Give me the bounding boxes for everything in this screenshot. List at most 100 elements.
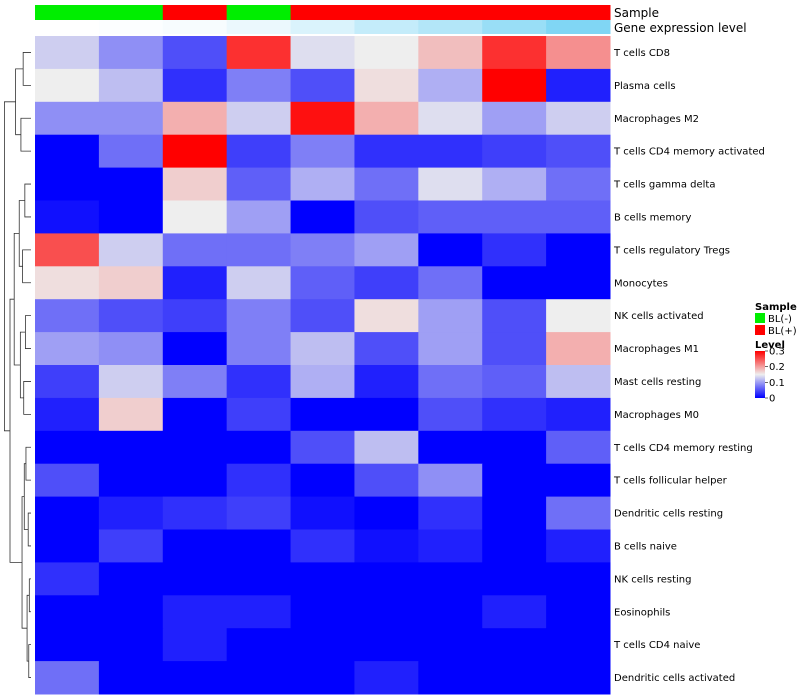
heatmap-cell [226, 68, 292, 103]
heatmap-cell [546, 365, 611, 399]
heatmap-cell [98, 529, 164, 563]
heatmap-cell [162, 463, 228, 498]
heatmap-cell [482, 68, 547, 103]
level-legend-tick-label: 0.1 [769, 378, 785, 389]
expression-annotation-cell [226, 20, 292, 34]
heatmap-cell [354, 562, 419, 596]
heatmap-cell [98, 134, 164, 169]
heatmap-cell [354, 233, 419, 267]
expression-annotation-cell [354, 20, 419, 34]
row-label: T cells CD4 naive [613, 640, 700, 651]
expression-annotation-cell [162, 20, 228, 34]
heatmap-cell [35, 562, 100, 596]
heatmap-cell [98, 628, 164, 662]
heatmap-cell [546, 299, 611, 333]
heatmap-cell [162, 167, 228, 201]
heatmap-cell [226, 595, 292, 629]
heatmap-cell [290, 233, 355, 267]
heatmap-cell [162, 562, 228, 596]
row-label: Macrophages M2 [614, 114, 699, 125]
heatmap-cell [354, 134, 419, 169]
heatmap-cell [98, 562, 164, 596]
sample-legend-label: BL(+) [768, 326, 797, 337]
heatmap-cell [546, 134, 611, 169]
heatmap-cell [546, 167, 611, 201]
heatmap-cell [98, 101, 164, 136]
heatmap-cell [546, 68, 611, 103]
row-label: B cells memory [614, 212, 691, 223]
row-label: B cells naive [614, 541, 677, 552]
heatmap-cell [35, 36, 100, 70]
expression-annotation-cell [546, 20, 611, 34]
heatmap-cell [35, 68, 100, 103]
heatmap-cell [226, 529, 292, 563]
heatmap-cell [290, 365, 355, 399]
heatmap-cell [482, 299, 547, 333]
heatmap-cell [354, 463, 419, 498]
heatmap-cell [354, 332, 419, 366]
heatmap-cell [482, 661, 547, 695]
heatmap-cell [290, 397, 355, 432]
heatmap-cell [226, 332, 292, 366]
expression-annotation-cell [482, 20, 547, 34]
row-label: Dendritic cells resting [614, 509, 723, 520]
heatmap-cell [354, 496, 419, 530]
heatmap-cell [418, 167, 483, 201]
heatmap-cell [482, 266, 547, 300]
heatmap-cell [98, 299, 164, 333]
heatmap-cell [482, 562, 547, 596]
heatmap-cell [354, 167, 419, 201]
heatmap-cell [98, 595, 164, 629]
heatmap-cell [546, 332, 611, 366]
heatmap-cell [35, 661, 100, 695]
heatmap-cell [418, 562, 483, 596]
heatmap-cell [98, 397, 164, 432]
heatmap-cell [418, 430, 483, 465]
heatmap-cell [418, 365, 483, 399]
heatmap-cell [546, 36, 611, 70]
row-label: T cells CD4 memory resting [613, 443, 753, 454]
row-label: T cells regulatory Tregs [613, 245, 730, 256]
heatmap-cell [226, 496, 292, 530]
heatmap-cell [98, 463, 164, 498]
heatmap-cell [162, 661, 228, 695]
heatmap-cell [162, 200, 228, 234]
heatmap-cell [226, 266, 292, 300]
heatmap-cell [226, 397, 292, 432]
row-label: Mast cells resting [614, 377, 701, 388]
heatmap-cell [226, 101, 292, 136]
heatmap-cell [418, 529, 483, 563]
heatmap-cell [482, 167, 547, 201]
heatmap-cell [354, 200, 419, 234]
heatmap-cell [482, 496, 547, 530]
heatmap-cell [418, 134, 483, 169]
heatmap-cell [418, 36, 483, 70]
heatmap-cell [482, 134, 547, 169]
heatmap-cell [354, 365, 419, 399]
sample-legend-label: BL(-) [768, 314, 792, 325]
heatmap-cell [482, 332, 547, 366]
heatmap-cell [162, 36, 228, 70]
heatmap-cell [482, 36, 547, 70]
heatmap-cell [98, 233, 164, 267]
row-label: Plasma cells [614, 81, 676, 92]
level-legend-tick-label: 0.3 [769, 347, 785, 358]
heatmap-cell [546, 101, 611, 136]
heatmap-cell [226, 661, 292, 695]
heatmap-cell [290, 595, 355, 629]
heatmap-cell [226, 299, 292, 333]
heatmap-cell [98, 167, 164, 201]
heatmap-cell [35, 529, 100, 563]
heatmap-cell [226, 134, 292, 169]
heatmap-cell [290, 463, 355, 498]
heatmap-cell [290, 496, 355, 530]
heatmap-cell [226, 430, 292, 465]
heatmap-cell [98, 68, 164, 103]
heatmap-cell [354, 397, 419, 432]
row-label: Dendritic cells activated [614, 673, 735, 684]
heatmap-cell [354, 68, 419, 103]
heatmap-cell [546, 463, 611, 498]
heatmap-cell [226, 463, 292, 498]
heatmap-cell [98, 266, 164, 300]
